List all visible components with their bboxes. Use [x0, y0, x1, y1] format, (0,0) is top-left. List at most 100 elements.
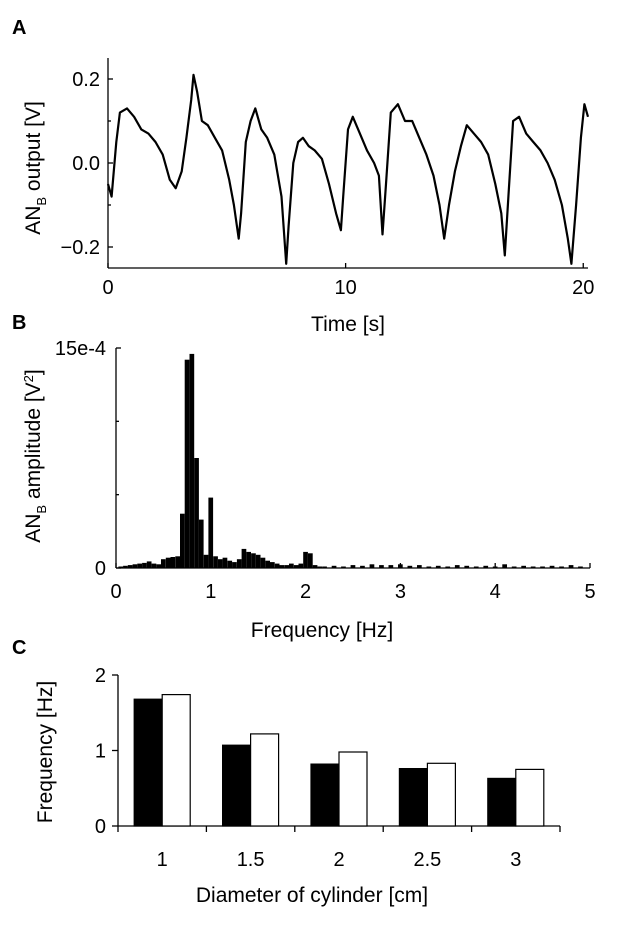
panel-b-spectrum-bar — [251, 553, 256, 568]
panel-c-bar-open — [338, 751, 368, 827]
panel-b-spectrum-bar — [317, 566, 323, 568]
panel-b-spectrum-bar — [123, 565, 128, 568]
panel-b-spectrum-bar — [521, 565, 526, 568]
panel-b-spectrum-bar — [426, 566, 432, 568]
panel-c-category-label: 1 — [157, 849, 168, 871]
panel-a-y-tick-label: 0.2 — [72, 69, 100, 91]
panel-c-bar-filled — [398, 767, 428, 827]
panel-b-bar-chart: 0 15e-4 0 1 2 3 4 5 Frequency [Hz] ANB amplitud… — [21, 338, 596, 642]
panel-b-spectrum-bar — [246, 551, 251, 568]
panel-b-spectrum-bar — [445, 566, 451, 568]
panel-c-category-label: 1.5 — [237, 849, 265, 871]
panel-b-spectrum-bar — [322, 566, 327, 568]
panel-b-x-tick-label: 2 — [300, 581, 311, 603]
panel-b-spectrum-bar — [511, 566, 517, 568]
panel-a-y-axis-label: ANB output [V] — [22, 101, 49, 235]
panel-b-spectrum-bar — [312, 565, 318, 568]
panel-b-x-tick-label: 4 — [490, 581, 501, 603]
panel-c-category-label: 3 — [510, 849, 521, 871]
panel-b-spectrum-bar — [217, 559, 223, 568]
panel-c-y-tick-label: 1 — [95, 741, 106, 763]
panel-c-y-tick-label: 0 — [95, 816, 106, 838]
panel-b-spectrum-bar — [241, 548, 247, 568]
panel-b-spectrum-bar — [146, 561, 152, 568]
panel-c-bar-open — [426, 762, 456, 827]
panel-a-x-axis-label: Time [s] — [311, 313, 385, 336]
panel-a-y-tick-label: 0.0 — [72, 153, 100, 175]
panel-b-spectrum-bar — [232, 562, 237, 568]
panel-letter-b: B — [12, 312, 26, 334]
panel-c-bar-open — [250, 733, 280, 827]
panel-b-spectrum-bar — [127, 565, 133, 568]
panel-b-y-tick-label: 15e-4 — [55, 338, 106, 360]
panel-b-spectrum-bar — [298, 563, 304, 568]
panel-c-y-tick-label: 2 — [95, 665, 106, 687]
panel-b-spectrum-bar — [388, 565, 394, 568]
panel-c-bar-filled — [222, 744, 252, 827]
panel-b-spectrum-bar — [483, 565, 489, 568]
panel-letter-c: C — [12, 637, 26, 659]
panel-b-spectrum-bar — [308, 553, 313, 568]
panel-b-spectrum-bar — [293, 565, 299, 568]
panel-b-spectrum-bar — [161, 559, 166, 568]
panel-b-spectrum-bar — [502, 564, 507, 568]
panel-b-spectrum-bar — [492, 566, 498, 568]
panel-b-spectrum-bar — [203, 554, 209, 568]
panel-b-spectrum-bar — [464, 565, 470, 568]
panel-b-spectrum-bar — [213, 556, 218, 568]
panel-b-spectrum-bar — [222, 557, 228, 568]
panel-b-spectrum-bar — [208, 497, 214, 568]
panel-b-spectrum-bar — [369, 564, 375, 568]
panel-b-spectrum-bar — [227, 560, 233, 568]
panel-b-spectrum-bar — [284, 565, 289, 568]
panel-b-spectrum-bar — [407, 565, 413, 568]
panel-c-bar-open — [515, 768, 545, 827]
panel-c-x-axis-label: Diameter of cylinder [cm] — [196, 884, 428, 907]
panel-b-spectrum-bar — [360, 565, 365, 568]
panel-b-spectrum-bar — [454, 565, 460, 568]
panel-b-spectrum-bar — [180, 513, 185, 568]
panel-b-x-tick-label: 3 — [395, 581, 406, 603]
panel-b-x-tick-label: 1 — [205, 581, 216, 603]
panel-letter-a: A — [12, 17, 26, 39]
panel-b-y-axis-label: ANB amplitude [V2] — [21, 369, 49, 543]
panel-b-spectrum-bar — [118, 566, 124, 568]
panel-b-x-tick-label: 5 — [584, 581, 595, 603]
panel-b-spectrum-bar — [165, 557, 171, 568]
panel-b-spectrum-bar — [265, 560, 270, 568]
panel-c-category-label: 2.5 — [413, 849, 441, 871]
panel-b-spectrum-bar — [189, 353, 195, 568]
panel-b-spectrum-bar — [379, 565, 384, 568]
panel-b-spectrum-bar — [398, 564, 403, 568]
panel-b-spectrum-bar — [331, 565, 337, 568]
panel-c-bar-filled — [133, 698, 163, 827]
panel-b-spectrum-bar — [270, 562, 275, 568]
panel-b-spectrum-bar — [255, 554, 261, 568]
panel-c-bar-chart: 0 1 2 1 1.5 2 2.5 3 Diameter of cylinder [cm] F… — [34, 665, 561, 907]
panel-c-bar-filled — [310, 763, 340, 827]
panel-b-spectrum-bar — [194, 458, 199, 568]
panel-b-y-tick-label: 0 — [95, 558, 106, 580]
panel-b-spectrum-bar — [175, 556, 180, 568]
panel-b-spectrum-bar — [303, 551, 308, 568]
panel-b-spectrum-bar — [578, 566, 583, 568]
panel-b-spectrum-bar — [540, 566, 545, 568]
panel-b-spectrum-bar — [170, 557, 176, 568]
panel-c-bar-open — [161, 693, 191, 827]
panel-b-spectrum-bar — [198, 519, 204, 568]
panel-a-x-tick-label: 10 — [334, 277, 356, 299]
panel-b-spectrum-bar — [142, 562, 147, 568]
panel-b-x-axis-label: Frequency [Hz] — [251, 619, 393, 642]
panel-a-x-tick-label: 0 — [102, 277, 113, 299]
panel-b-spectrum-bar — [435, 565, 441, 568]
panel-a-x-tick-label: 20 — [572, 277, 594, 299]
panel-b-spectrum-bar — [151, 563, 157, 568]
panel-c-bar-filled — [487, 777, 517, 827]
panel-b-spectrum-bar — [530, 566, 536, 568]
panel-b-spectrum-bar — [350, 565, 356, 568]
panel-a-line-chart: 0.2 0.0 −0.20 10 20 Time [s] ANB output [V] — [22, 58, 594, 336]
panel-b-spectrum-bar — [156, 564, 161, 568]
panel-b-spectrum-bar — [417, 565, 422, 568]
panel-b-x-tick-label: 0 — [110, 581, 121, 603]
